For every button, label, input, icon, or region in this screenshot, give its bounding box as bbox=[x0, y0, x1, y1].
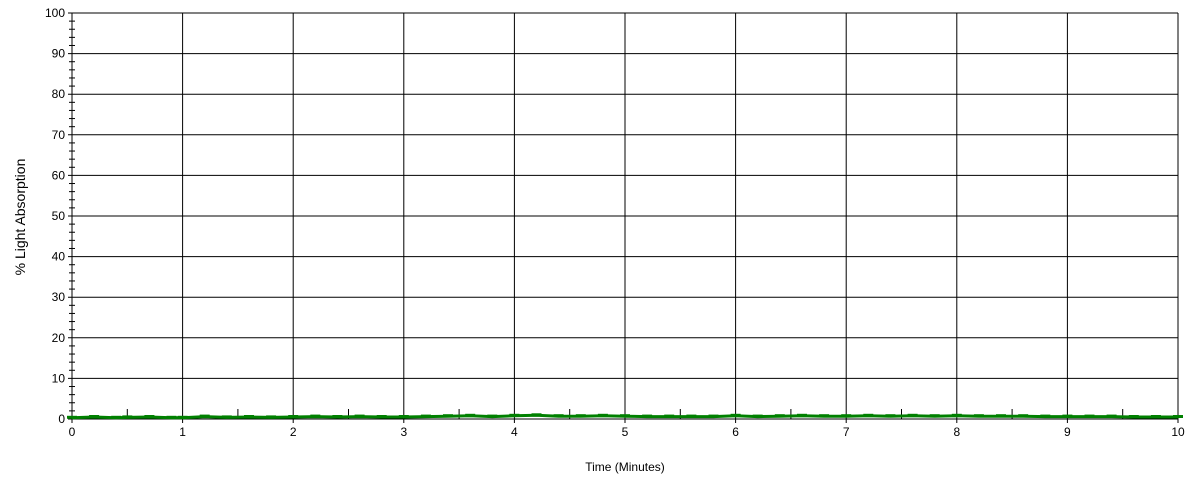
data-point bbox=[288, 415, 299, 418]
data-point bbox=[509, 413, 520, 417]
y-minor-ticks bbox=[69, 20, 1124, 419]
x-tick-label: 10 bbox=[1171, 425, 1185, 439]
x-tick-label: 3 bbox=[400, 425, 407, 439]
data-point bbox=[332, 415, 343, 418]
data-point bbox=[752, 414, 763, 418]
grid-lines bbox=[68, 12, 1179, 423]
data-point bbox=[1040, 414, 1051, 418]
data-point bbox=[885, 414, 896, 418]
data-point bbox=[266, 415, 277, 419]
y-tick-label: 40 bbox=[52, 250, 66, 264]
data-point bbox=[465, 413, 476, 417]
series-layer bbox=[67, 413, 1183, 420]
data-point bbox=[398, 415, 409, 418]
data-point bbox=[996, 414, 1006, 418]
x-tick-label: 7 bbox=[843, 425, 850, 439]
data-point bbox=[111, 415, 122, 419]
data-point bbox=[354, 414, 365, 418]
data-point bbox=[620, 414, 630, 418]
data-point bbox=[166, 415, 177, 419]
data-point bbox=[797, 413, 807, 417]
data-point bbox=[841, 414, 852, 418]
data-point bbox=[89, 415, 100, 418]
x-tick-labels: 0 1 2 3 4 5 6 7 8 9 10 bbox=[69, 425, 1185, 439]
x-tick-label: 5 bbox=[622, 425, 629, 439]
y-tick-label: 50 bbox=[52, 209, 66, 223]
y-tick-label: 30 bbox=[52, 290, 66, 304]
x-tick-label: 6 bbox=[732, 425, 739, 439]
data-point bbox=[1106, 414, 1117, 418]
y-axis-title: % Light Absorption bbox=[12, 159, 28, 276]
data-point bbox=[708, 414, 719, 418]
data-point bbox=[597, 413, 608, 417]
data-point bbox=[686, 414, 697, 418]
data-point bbox=[310, 414, 321, 418]
x-tick-label: 9 bbox=[1064, 425, 1071, 439]
data-point bbox=[1150, 415, 1161, 418]
x-tick-label: 4 bbox=[511, 425, 518, 439]
x-axis-title: Time (Minutes) bbox=[585, 460, 665, 474]
y-tick-labels: 0 10 20 30 40 50 60 70 80 90 100 bbox=[45, 6, 65, 426]
data-point bbox=[67, 415, 77, 419]
data-point bbox=[1062, 414, 1073, 418]
y-tick-label: 90 bbox=[52, 47, 66, 61]
data-point bbox=[863, 413, 874, 417]
data-point bbox=[1173, 415, 1183, 418]
y-tick-label: 0 bbox=[58, 412, 65, 426]
y-tick-label: 100 bbox=[45, 6, 65, 20]
data-point bbox=[642, 414, 653, 418]
data-point bbox=[575, 414, 586, 418]
data-point bbox=[1018, 414, 1029, 418]
data-point bbox=[221, 415, 232, 419]
data-point bbox=[531, 413, 542, 417]
data-point bbox=[1084, 414, 1095, 418]
data-point bbox=[244, 415, 254, 418]
x-tick-label: 8 bbox=[953, 425, 960, 439]
data-point bbox=[553, 414, 564, 418]
data-point bbox=[376, 415, 387, 418]
y-tick-label: 20 bbox=[52, 331, 66, 345]
data-point bbox=[664, 414, 675, 418]
data-point bbox=[1128, 415, 1139, 418]
data-point bbox=[144, 415, 155, 418]
data-point bbox=[819, 414, 830, 418]
y-tick-label: 70 bbox=[52, 128, 66, 142]
data-point bbox=[122, 415, 133, 419]
data-point bbox=[973, 414, 984, 418]
x-tick-label: 1 bbox=[179, 425, 186, 439]
data-point bbox=[951, 413, 962, 417]
y-tick-label: 80 bbox=[52, 87, 66, 101]
data-point bbox=[443, 414, 453, 418]
x-tick-label: 0 bbox=[69, 425, 76, 439]
data-point bbox=[420, 414, 431, 418]
data-point bbox=[487, 414, 498, 418]
x-tick-label: 2 bbox=[290, 425, 297, 439]
y-tick-label: 10 bbox=[52, 371, 66, 385]
data-point bbox=[199, 414, 210, 418]
y-tick-label: 60 bbox=[52, 168, 66, 182]
data-point bbox=[929, 414, 940, 418]
data-point bbox=[774, 414, 785, 418]
data-point bbox=[907, 413, 918, 417]
data-point bbox=[177, 415, 188, 419]
series-line bbox=[71, 413, 1178, 420]
data-point bbox=[730, 413, 741, 417]
